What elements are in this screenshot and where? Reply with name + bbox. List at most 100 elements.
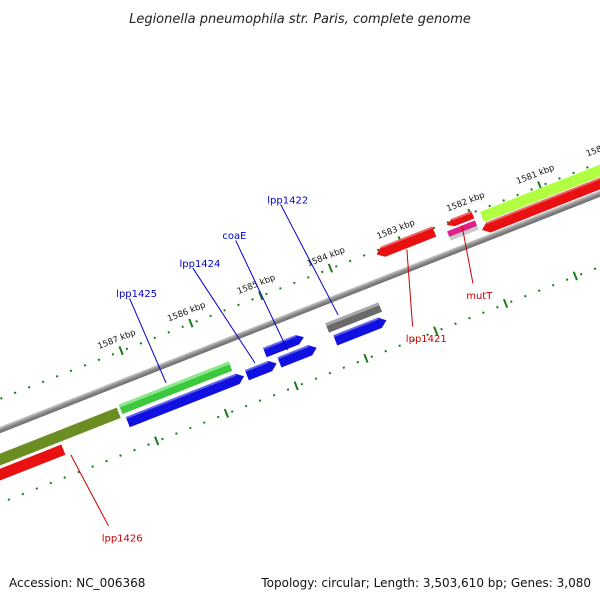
minor-tick <box>432 226 436 230</box>
major-tick <box>223 408 230 418</box>
feature-highlight <box>125 373 237 419</box>
genome-backbone <box>0 153 600 467</box>
major-tick <box>293 381 299 391</box>
minor-tick <box>175 432 178 435</box>
cds-lpp1421-arrow[interactable] <box>375 226 437 259</box>
minor-tick <box>21 492 25 496</box>
cds-lpp1425-arrow[interactable] <box>125 371 246 428</box>
feature-highlight <box>244 360 269 372</box>
major-tick <box>258 291 264 301</box>
gene-label-mutt[interactable]: mutT <box>466 291 493 302</box>
cds-lpp1424-arrow[interactable] <box>244 358 279 381</box>
minor-tick <box>147 443 150 446</box>
leader-line <box>70 454 109 527</box>
minor-tick <box>530 188 533 191</box>
scale-label: 1580 kbp <box>585 135 600 159</box>
minor-tick <box>384 349 388 353</box>
minor-tick <box>27 386 31 389</box>
leader-line <box>280 204 339 316</box>
major-tick <box>188 318 194 328</box>
minor-tick <box>55 375 59 378</box>
minor-tick <box>167 331 171 334</box>
feature-highlight <box>333 317 379 338</box>
minor-tick <box>111 353 115 356</box>
minor-tick <box>202 421 206 424</box>
minor-tick <box>279 287 282 290</box>
minor-tick <box>370 355 374 358</box>
minor-tick <box>189 426 192 430</box>
cds-red-right-arrow[interactable] <box>480 149 600 235</box>
scale-label: 1586 kbp <box>166 300 207 324</box>
minor-tick <box>482 311 485 314</box>
gene-label-lpp1424[interactable]: lpp1424 <box>179 259 220 270</box>
minor-tick <box>41 380 45 384</box>
cds-lpp1426-upstream-feature[interactable] <box>0 444 66 490</box>
minor-tick <box>551 283 555 287</box>
forward-strand-track <box>0 361 233 490</box>
scale-label: 1587 kbp <box>96 328 137 352</box>
minor-tick <box>523 294 527 298</box>
gray-small-feature[interactable] <box>449 225 479 241</box>
minor-tick <box>216 415 220 419</box>
minor-tick <box>320 270 324 274</box>
cds-mutt-arrow[interactable] <box>445 211 475 229</box>
minor-tick <box>83 364 87 367</box>
gene-label-coae[interactable]: coaE <box>222 231 246 242</box>
major-tick <box>327 263 334 273</box>
topology-text: Topology: circular; Length: 3,503,610 bp… <box>261 576 591 590</box>
gene-label-lpp1422[interactable]: lpp1422 <box>267 195 308 206</box>
gene-label-lpp1425[interactable]: lpp1425 <box>116 289 157 300</box>
minor-tick <box>579 272 583 276</box>
cds-lpp1424-upper-arrow[interactable] <box>262 333 306 358</box>
minor-tick <box>49 481 53 485</box>
minor-tick <box>474 210 478 213</box>
gene-label-lpp1426[interactable]: lpp1426 <box>102 533 143 544</box>
minor-tick <box>195 320 198 323</box>
minor-tick <box>342 366 346 369</box>
minor-tick <box>7 498 11 501</box>
minor-tick <box>426 333 429 336</box>
scale-label: 1582 kbp <box>445 190 486 214</box>
minor-tick <box>593 267 597 270</box>
minor-tick <box>244 404 248 408</box>
feature-highlight <box>381 226 433 249</box>
olive-feature[interactable] <box>0 407 121 481</box>
minor-tick <box>398 344 401 347</box>
minor-tick <box>63 476 67 479</box>
minor-tick <box>544 182 547 186</box>
feature-highlight <box>451 211 473 221</box>
leader-line <box>406 249 414 327</box>
minor-tick <box>468 316 471 320</box>
accession-text: Accession: NC_006368 <box>9 576 146 590</box>
major-tick <box>502 298 509 308</box>
major-tick <box>433 326 439 336</box>
minor-tick <box>272 393 276 397</box>
minor-tick <box>181 325 184 329</box>
minor-tick <box>97 358 101 362</box>
minor-tick <box>356 360 360 364</box>
leader-line <box>461 225 474 284</box>
feature-highlight <box>486 149 600 225</box>
minor-tick <box>362 254 366 257</box>
minor-tick <box>516 193 519 197</box>
minor-tick <box>133 448 136 452</box>
gene-label-lpp1421[interactable]: lpp1421 <box>406 334 447 345</box>
minor-tick <box>0 397 3 400</box>
major-tick <box>572 271 578 281</box>
minor-tick <box>306 276 310 279</box>
minor-tick <box>91 465 94 468</box>
cds-lpp1425-feature[interactable] <box>118 361 233 415</box>
cds-lpp1422-arrow[interactable] <box>333 315 388 346</box>
major-tick <box>118 346 124 356</box>
cds-coae-arrow[interactable] <box>277 343 318 368</box>
minor-tick <box>237 303 240 307</box>
minor-tick <box>258 399 262 402</box>
lime-feature[interactable] <box>480 138 600 223</box>
scale-label: 1581 kbp <box>515 163 556 187</box>
minor-tick <box>251 298 254 301</box>
minor-tick <box>412 338 415 342</box>
minor-tick <box>334 265 338 268</box>
gray-feature[interactable] <box>325 302 383 333</box>
